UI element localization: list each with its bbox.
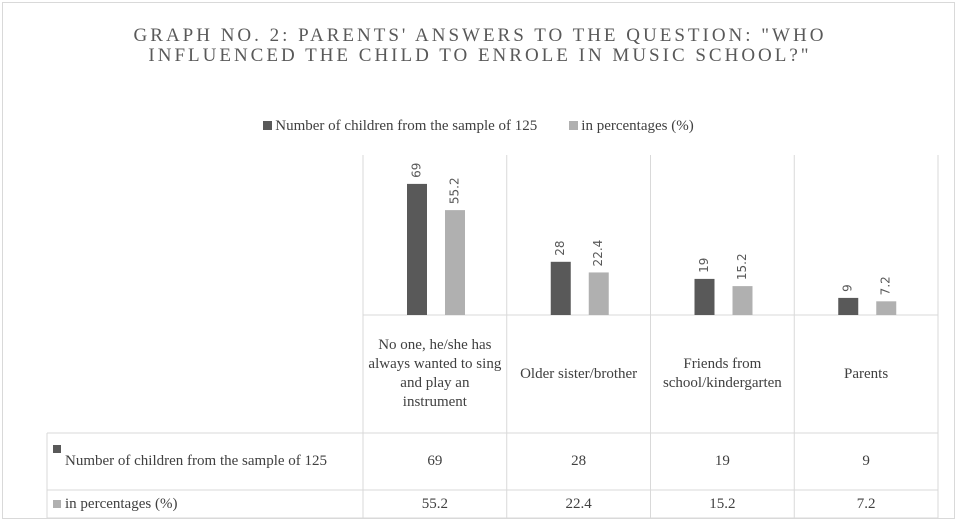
value-label: 19 bbox=[697, 258, 711, 273]
value-label: 7.2 bbox=[879, 276, 893, 295]
chart-title: GRAPH NO. 2: PARENTS' ANSWERS TO THE QUE… bbox=[133, 25, 827, 66]
bar bbox=[732, 286, 753, 315]
bar bbox=[550, 261, 571, 315]
value-label: 28 bbox=[553, 241, 567, 256]
bar bbox=[445, 210, 465, 315]
legend-swatch bbox=[569, 121, 579, 130]
category-label: Parents bbox=[844, 365, 889, 382]
value-label: 9 bbox=[841, 284, 855, 292]
bar bbox=[838, 297, 859, 315]
bar bbox=[876, 301, 897, 315]
value-label: 22.4 bbox=[591, 240, 605, 267]
row-label: in percentages (%) bbox=[65, 495, 178, 512]
row-header: Number of children from the sample of 12… bbox=[47, 433, 363, 490]
table-cell: 9 bbox=[862, 453, 870, 469]
legend-label: Number of children from the sample of 12… bbox=[275, 118, 538, 134]
category-label: No one, he/she has always wanted to sing… bbox=[368, 337, 502, 410]
bar bbox=[588, 272, 609, 315]
value-label: 69 bbox=[410, 163, 424, 178]
bar bbox=[694, 278, 715, 315]
table-cell: 55.2 bbox=[421, 495, 448, 512]
table-cell: 28 bbox=[571, 453, 587, 469]
legend-swatch bbox=[263, 121, 273, 130]
value-label: 15.2 bbox=[735, 253, 749, 280]
legend: Number of children from the sample of 12… bbox=[0, 118, 957, 135]
table-cell: 19 bbox=[714, 453, 730, 469]
table-cell: 15.2 bbox=[709, 495, 736, 512]
legend-item: in percentages (%) bbox=[569, 118, 694, 135]
table-cell: 7.2 bbox=[856, 495, 876, 512]
value-label: 55.2 bbox=[448, 177, 462, 204]
table-cell: 69 bbox=[427, 453, 443, 469]
row-swatch bbox=[53, 445, 61, 453]
row-label: Number of children from the sample of 12… bbox=[65, 453, 328, 469]
bar bbox=[407, 183, 427, 315]
legend-label: in percentages (%) bbox=[581, 118, 694, 134]
legend-item: Number of children from the sample of 12… bbox=[263, 118, 537, 135]
table-cell: 22.4 bbox=[565, 495, 592, 512]
category-label: Friends from school/kindergarten bbox=[662, 356, 782, 391]
category-label: Older sister/brother bbox=[520, 365, 638, 382]
row-header: in percentages (%) bbox=[47, 490, 363, 518]
row-swatch bbox=[53, 500, 61, 508]
